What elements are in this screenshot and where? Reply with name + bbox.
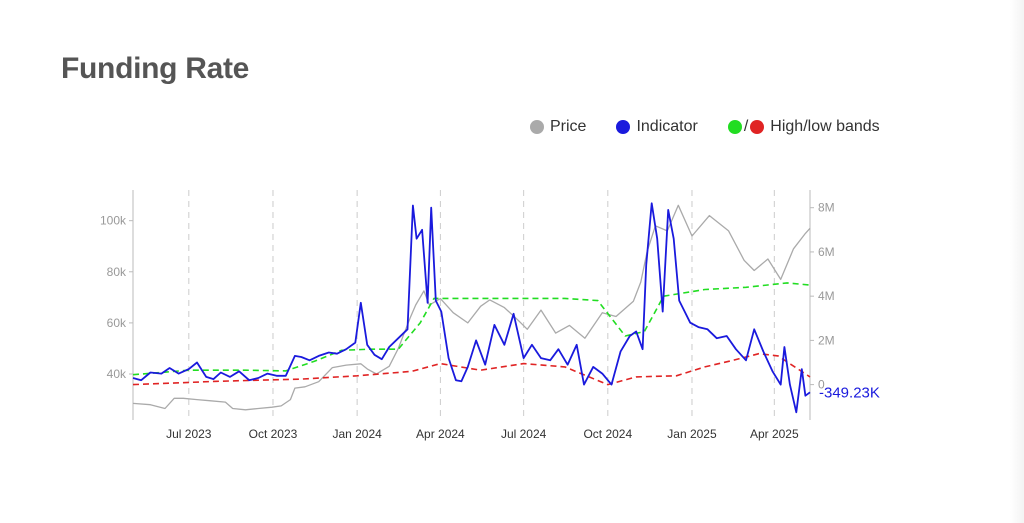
indicator-legend-dot-icon [616, 120, 631, 134]
legend-item-indicator[interactable]: Indicator [616, 118, 698, 136]
x-tick-label: Apr 2025 [750, 427, 799, 441]
chart-title: Funding Rate [61, 52, 250, 85]
chart-labels: Jul 2023 Oct 2023 Jan 2024 Apr 2024 Jul 2024… [100, 201, 880, 441]
price-legend-dot-icon [530, 120, 544, 134]
indicator-last-value-label: -349.23K [819, 384, 880, 401]
chart-axes [129, 190, 814, 420]
chart-series [132, 202, 811, 414]
left-tick-label: 80k [107, 265, 127, 279]
x-tick-label: Oct 2024 [583, 427, 632, 441]
price-line [132, 204, 811, 411]
legend-label-indicator: Indicator [636, 118, 698, 135]
left-tick-label: 60k [107, 316, 127, 330]
chart-grid [188, 190, 775, 420]
high-band-line [132, 282, 811, 376]
x-tick-label: Jan 2025 [667, 427, 717, 441]
indicator-line [132, 202, 811, 414]
page-edge-shadow [1010, 0, 1024, 523]
legend-label-price: Price [550, 118, 587, 135]
right-tick-label: 2M [818, 333, 835, 347]
x-tick-label: Jul 2024 [501, 427, 547, 441]
right-tick-label: 4M [818, 289, 835, 303]
x-tick-label: Oct 2023 [249, 427, 298, 441]
x-tick-label: Jan 2024 [332, 427, 382, 441]
x-tick-label: Jul 2023 [166, 427, 212, 441]
x-tick-label: Apr 2024 [416, 427, 465, 441]
legend-label-bands: High/low bands [770, 118, 880, 135]
right-tick-label: 6M [818, 245, 835, 259]
legend-item-bands[interactable]: / High/low bands [727, 118, 880, 136]
left-tick-label: 100k [100, 214, 127, 228]
chart-legend: Price Indicator / High/low bands [530, 118, 910, 136]
legend-item-price[interactable]: Price [530, 118, 586, 136]
high-band-legend-dot-icon [727, 120, 742, 134]
low-band-legend-dot-icon [750, 120, 765, 134]
legend-bands-separator: / [743, 118, 749, 135]
right-tick-label: 8M [818, 201, 835, 215]
right-tick-label: 0 [818, 378, 825, 392]
low-band-line [132, 352, 811, 386]
left-tick-label: 40k [107, 367, 127, 381]
